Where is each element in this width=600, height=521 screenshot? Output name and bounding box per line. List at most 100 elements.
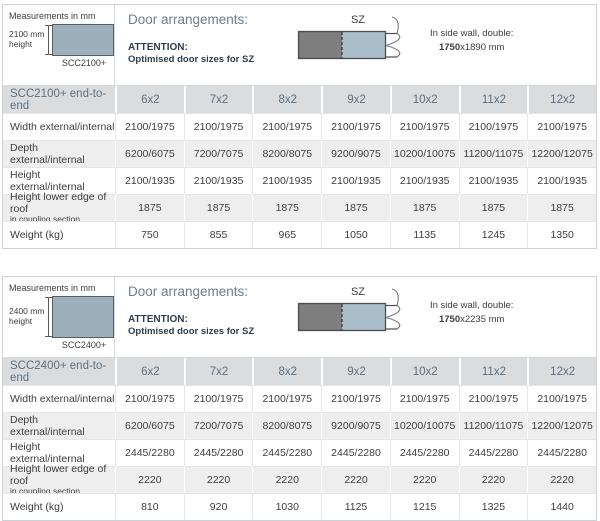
- sz-diagram-label: SZ: [351, 286, 365, 298]
- value-cell: 1875: [458, 194, 528, 221]
- value-cell: 9200/9075: [321, 140, 390, 167]
- value-cell: 1135: [389, 221, 459, 248]
- row-label-text: Width external/internal: [10, 392, 115, 405]
- value-cell: 2445/2280: [252, 439, 322, 466]
- value-cell: 7200/7075: [183, 140, 253, 167]
- table-corner-header: SCC2400+ end-to-end: [3, 358, 115, 385]
- side-wall-note-line1: In side wall, double:: [430, 300, 514, 311]
- door-arrangements-title: Door arrangements:: [128, 12, 249, 27]
- value-cell: 2445/2280: [321, 439, 390, 466]
- attention-note: Optimised door sizes for SZ: [128, 54, 255, 65]
- value-cell: 2220: [527, 466, 596, 493]
- value-cell: 2220: [458, 466, 528, 493]
- column-header: 9x2: [321, 358, 390, 385]
- row-label-text: Height lower edge of roof: [10, 463, 107, 488]
- column-header: 7x2: [183, 358, 253, 385]
- measurements-note: Measurements in mm: [9, 11, 96, 21]
- side-wall-note: In side wall, double: 1750x1890 mm: [430, 27, 513, 56]
- door-arrangements-panel: Door arrangements: ATTENTION: Optimised …: [115, 5, 596, 85]
- value-cell: 2100/1935: [321, 167, 390, 194]
- door-arrangements-title: Door arrangements:: [128, 284, 249, 299]
- value-cell: 1875: [389, 194, 459, 221]
- value-cell: 2100/1935: [458, 167, 528, 194]
- value-cell: 10200/10075: [389, 412, 459, 439]
- side-wall-note: In side wall, double: 1750x2235 mm: [430, 299, 513, 328]
- attention-note: Optimised door sizes for SZ: [128, 326, 255, 337]
- value-cell: 920: [183, 493, 253, 520]
- row-label: Height external/internal: [3, 167, 115, 194]
- value-cell: 2100/1975: [527, 113, 596, 140]
- value-cell: 7200/7075: [183, 412, 253, 439]
- value-cell: 6200/6075: [115, 412, 184, 439]
- row-label-text: Weight (kg): [10, 500, 64, 513]
- row-label: Weight (kg): [3, 221, 115, 248]
- value-cell: 2100/1975: [252, 385, 322, 412]
- value-cell: 1350: [527, 221, 596, 248]
- column-header: 11x2: [458, 358, 528, 385]
- value-cell: 2100/1975: [183, 113, 253, 140]
- info-strip: Measurements in mm 2400 mm height SCC240…: [3, 277, 596, 358]
- value-cell: 2100/1975: [321, 113, 390, 140]
- value-cell: 1440: [527, 493, 596, 520]
- value-cell: 1030: [252, 493, 322, 520]
- value-cell: 1325: [458, 493, 528, 520]
- side-wall-note-line2: 1750x1890 mm: [430, 41, 513, 55]
- value-cell: 1875: [321, 194, 390, 221]
- value-cell: 2445/2280: [183, 439, 253, 466]
- height-label: 2400 mm height: [9, 306, 45, 326]
- value-cell: 2445/2280: [527, 439, 596, 466]
- row-label-text: Depth external/internal: [10, 413, 85, 438]
- value-cell: 2100/1975: [527, 385, 596, 412]
- row-label: Width external/internal: [3, 385, 115, 412]
- value-cell: 2100/1935: [252, 167, 322, 194]
- measurements-panel: Measurements in mm 2100 mm height SCC210…: [3, 5, 115, 85]
- value-cell: 2100/1975: [252, 113, 322, 140]
- column-header: 7x2: [183, 86, 253, 113]
- row-label: Height lower edge of roof in coupling sec…: [3, 463, 115, 496]
- row-sublabel-text: in coupling section: [10, 486, 80, 497]
- column-header: 8x2: [252, 358, 322, 385]
- column-header: 10x2: [389, 358, 459, 385]
- attention-label: ATTENTION:: [128, 42, 188, 53]
- column-header: 12x2: [527, 86, 596, 113]
- value-cell: 2100/1975: [183, 385, 253, 412]
- door-size-bold: 1750: [438, 314, 461, 326]
- container-silhouette: [52, 24, 114, 56]
- value-cell: 8200/8075: [252, 412, 322, 439]
- door-size-rest: x2235 mm: [460, 314, 505, 326]
- value-cell: 11200/11075: [458, 140, 528, 167]
- value-cell: 2220: [115, 466, 184, 493]
- spec-table-scc2100: SCC2100+ end-to-end 6x2 7x2 8x2 9x2 10x2 11x2 1…: [3, 86, 596, 248]
- value-cell: 750: [115, 221, 184, 248]
- dimension-line-icon: [45, 25, 52, 55]
- sz-diagram-label: SZ: [351, 14, 365, 26]
- row-label: Width external/internal: [3, 113, 115, 140]
- door-text: Door arrangements: ATTENTION: Optimised …: [128, 12, 296, 65]
- container-silhouette: [52, 296, 114, 338]
- sz-door-diagram-icon: SZ: [297, 14, 401, 60]
- door-text: Door arrangements: ATTENTION: Optimised …: [128, 284, 296, 337]
- value-cell: 1875: [252, 194, 322, 221]
- value-cell: 12200/12075: [527, 412, 596, 439]
- row-label: Depth external/internal: [3, 412, 115, 439]
- height-label: 2100 mm height: [9, 29, 45, 49]
- value-cell: 2220: [252, 466, 322, 493]
- row-sublabel-text: in coupling section: [10, 214, 80, 225]
- value-cell: 2100/1935: [527, 167, 596, 194]
- column-header: 6x2: [115, 358, 184, 385]
- value-cell: 2100/1935: [115, 167, 184, 194]
- row-label: Height lower edge of roof in coupling sec…: [3, 191, 115, 224]
- column-header: 12x2: [527, 358, 596, 385]
- spec-block-scc2100: Measurements in mm 2100 mm height SCC210…: [2, 4, 597, 249]
- value-cell: 12200/12075: [527, 140, 596, 167]
- value-cell: 2220: [183, 466, 253, 493]
- row-label: Weight (kg): [3, 493, 115, 520]
- value-cell: 2100/1975: [389, 385, 459, 412]
- value-cell: 855: [183, 221, 253, 248]
- value-cell: 8200/8075: [252, 140, 322, 167]
- value-cell: 10200/10075: [389, 140, 459, 167]
- column-header: 8x2: [252, 86, 322, 113]
- value-cell: 1875: [527, 194, 596, 221]
- value-cell: 2445/2280: [458, 439, 528, 466]
